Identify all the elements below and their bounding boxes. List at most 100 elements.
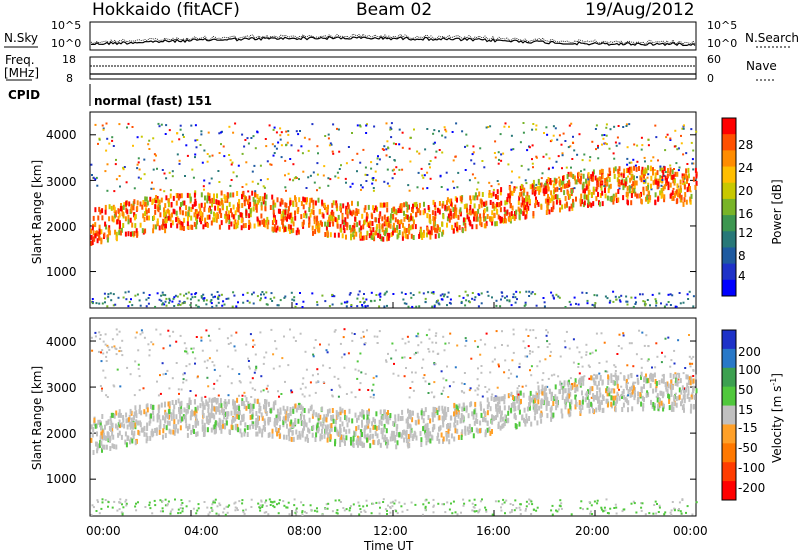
power-pixel [591, 173, 594, 179]
velocity-pixel [378, 330, 381, 333]
power-pixel [471, 153, 474, 156]
velocity-pixel [231, 419, 234, 425]
velocity-pixel [484, 429, 487, 435]
power-pixel [361, 235, 364, 241]
velocity-pixel [661, 381, 664, 383]
velocity-pixel [660, 390, 663, 396]
power-pixel [365, 180, 368, 182]
velocity-pixel [548, 343, 551, 345]
velocity-pixel [547, 377, 550, 380]
velocity-pixel [273, 506, 276, 509]
velocity-pixel [372, 502, 375, 505]
power-pixel [264, 206, 267, 212]
power-pixel [686, 176, 689, 182]
velocity-pixel [481, 498, 483, 501]
velocity-pixel [364, 425, 367, 431]
velocity-pixel [618, 388, 620, 391]
velocity-pixel [368, 418, 371, 424]
power-pixel [233, 215, 236, 221]
power-pixel [293, 177, 296, 180]
velocity-pixel [351, 439, 354, 445]
power-pixel [596, 178, 599, 184]
power-pixel [233, 221, 236, 227]
power-pixel [359, 235, 362, 241]
velocity-pixel [499, 417, 502, 423]
power-pixel [481, 160, 484, 162]
velocity-pixel [497, 421, 500, 427]
velocity-pixel [569, 391, 572, 397]
velocity-pixel [503, 394, 506, 400]
power-pixel [229, 184, 232, 187]
velocity-pixel [124, 439, 127, 445]
velocity-pixel [550, 412, 553, 418]
power-pixel [387, 235, 390, 241]
power-pixel [672, 178, 675, 184]
power-pixel [152, 187, 155, 190]
power-pixel [464, 223, 467, 228]
velocity-pixel [295, 511, 298, 513]
velocity-pixel [292, 422, 295, 428]
power-pixel [598, 200, 600, 206]
power-pixel [529, 184, 532, 190]
power-pixel [163, 212, 165, 218]
velocity-pixel [333, 330, 336, 333]
velocity-colorbar-swatch-8 [722, 481, 736, 501]
power-pixel [133, 212, 136, 218]
velocity-pixel [314, 339, 317, 341]
velocity-pixel [444, 342, 447, 345]
velocity-pixel [195, 414, 198, 420]
velocity-pixel [106, 431, 109, 437]
power-pixel [437, 225, 440, 231]
velocity-pixel [572, 338, 575, 341]
velocity-pixel [339, 436, 342, 442]
power-pixel [167, 215, 170, 221]
power-pixel [189, 298, 192, 301]
power-pixel [227, 210, 230, 216]
power-pixel [247, 190, 250, 193]
power-pixel [590, 174, 593, 180]
power-pixel [558, 296, 561, 299]
power-pixel [600, 186, 603, 189]
power-pixel [392, 228, 395, 234]
velocity-pixel [435, 341, 438, 344]
power-pixel [636, 144, 639, 147]
velocity-pixel [334, 426, 337, 432]
power-pixel [473, 211, 476, 217]
power-pixel [679, 197, 682, 203]
power-pixel [452, 213, 455, 219]
power-pixel [321, 212, 324, 218]
velocity-pixel [497, 424, 500, 429]
power-pixel [611, 196, 613, 201]
velocity-pixel [224, 424, 226, 430]
power-pixel [346, 209, 349, 215]
power-pixel [136, 136, 139, 139]
power-pixel [495, 203, 498, 209]
velocity-pixel [217, 513, 220, 516]
velocity-pixel [658, 397, 661, 400]
velocity-pixel [628, 342, 631, 345]
velocity-pixel [204, 427, 207, 433]
power-pixel [259, 299, 262, 302]
velocity-pixel [424, 407, 427, 413]
velocity-pixel [655, 395, 658, 398]
power-pixel [631, 184, 634, 189]
power-pixel [411, 206, 413, 212]
power-pixel [407, 217, 410, 223]
velocity-pixel [376, 342, 379, 344]
velocity-pixel [133, 394, 136, 397]
velocity-pixel [607, 380, 610, 385]
velocity-pixel [220, 403, 223, 409]
velocity-pixel [312, 411, 315, 417]
velocity-pixel [640, 358, 643, 360]
power-pixel [626, 193, 629, 199]
power-pixel [456, 226, 459, 232]
power-pixel [582, 188, 585, 194]
power-pixel [228, 224, 231, 230]
velocity-pixel [551, 513, 554, 516]
power-pixel [538, 186, 541, 192]
velocity-pixel [311, 432, 314, 438]
velocity-pixel [328, 429, 331, 435]
velocity-pixel [316, 510, 319, 513]
velocity-pixel [496, 411, 499, 417]
velocity-pixel [413, 430, 416, 436]
